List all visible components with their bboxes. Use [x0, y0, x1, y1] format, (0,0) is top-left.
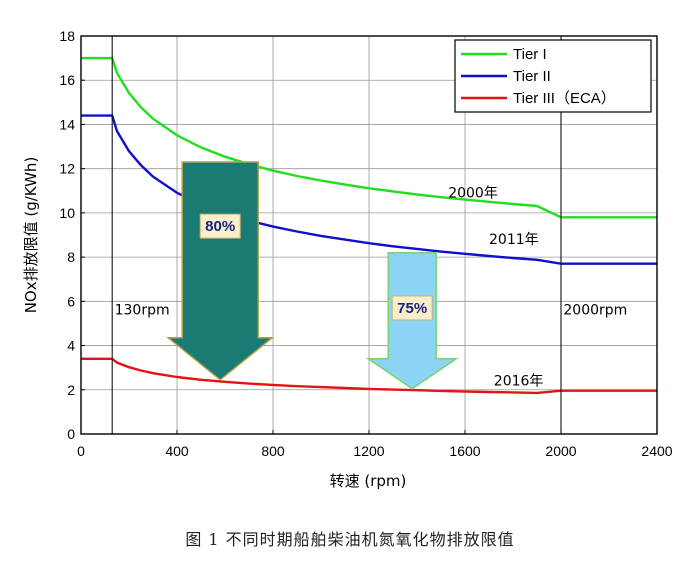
x-tick-label: 2400	[641, 443, 672, 459]
legend-label: Tier II	[513, 68, 551, 85]
series-line	[81, 56, 657, 219]
legend-label: Tier III（ECA）	[513, 90, 616, 107]
y-tick-label: 18	[59, 28, 75, 44]
series-line	[81, 357, 657, 395]
series-line	[81, 114, 657, 265]
reduction-label-box	[391, 295, 433, 321]
y-tick-label: 0	[67, 426, 75, 442]
x-tick-label: 1200	[353, 443, 384, 459]
y-tick-label: 8	[67, 249, 75, 265]
reduction-arrow	[365, 251, 459, 390]
x-tick-label: 1600	[449, 443, 480, 459]
tick-labels: 0 2 4 6 8 10 12 14 16 18 0 400 800 1200 1600 2000 2400	[59, 28, 672, 459]
figure-caption: 图 1 不同时期船舶柴油机氮氧化物排放限值	[185, 530, 514, 549]
x-tick-label: 0	[77, 443, 85, 459]
annotation-text: 2000年	[448, 185, 498, 201]
x-tick-label: 800	[261, 443, 285, 459]
legend-label: Tier I	[513, 46, 547, 63]
annotation-text: 130rpm	[115, 303, 170, 319]
x-tick-label: 400	[165, 443, 189, 459]
reduction-label: 75%	[397, 300, 427, 317]
y-axis-title: NOx排放限值 (g/KWh)	[22, 157, 40, 314]
annotation-text: 2016年	[494, 373, 544, 389]
y-tick-label: 12	[59, 161, 75, 177]
reduction-arrows: 80% 75%	[166, 161, 459, 390]
annotations: 2000年 2011年 2016年 130rpm 2000rpm	[115, 185, 628, 389]
y-tick-label: 10	[59, 205, 75, 221]
y-tick-label: 14	[59, 116, 75, 132]
x-tick-label: 2000	[545, 443, 576, 459]
y-tick-label: 4	[67, 338, 75, 354]
reduction-label-box	[199, 213, 241, 239]
reduction-arrow	[166, 161, 275, 381]
annotation-text: 2011年	[489, 232, 539, 248]
annotation-text: 2000rpm	[563, 303, 627, 319]
legend: Tier I Tier II Tier III（ECA）	[454, 39, 652, 113]
reduction-label: 80%	[205, 218, 235, 235]
y-tick-label: 6	[67, 293, 75, 309]
y-tick-label: 16	[59, 72, 75, 88]
y-tick-label: 2	[67, 382, 75, 398]
x-axis-title: 转速 (rpm)	[330, 472, 407, 490]
series-lines	[81, 56, 657, 395]
